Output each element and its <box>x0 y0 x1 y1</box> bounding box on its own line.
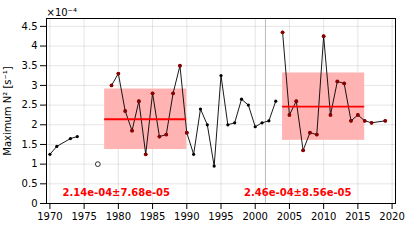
svg-text:1980: 1980 <box>106 211 131 222</box>
svg-text:×10⁻⁴: ×10⁻⁴ <box>47 7 77 18</box>
svg-text:0: 0 <box>31 198 37 209</box>
svg-text:2.14e-04±7.68e-05: 2.14e-04±7.68e-05 <box>63 187 170 198</box>
svg-text:1995: 1995 <box>208 211 233 222</box>
svg-text:1990: 1990 <box>174 211 199 222</box>
svg-text:2005: 2005 <box>277 211 302 222</box>
svg-text:2015: 2015 <box>345 211 370 222</box>
svg-text:1975: 1975 <box>71 211 96 222</box>
svg-text:1985: 1985 <box>140 211 165 222</box>
svg-text:2.46e-04±8.56e-05: 2.46e-04±8.56e-05 <box>244 187 351 198</box>
svg-text:3.5: 3.5 <box>22 60 38 71</box>
svg-text:2: 2 <box>31 119 37 130</box>
svg-text:2000: 2000 <box>242 211 267 222</box>
svg-text:4: 4 <box>31 40 37 51</box>
svg-text:1.5: 1.5 <box>22 139 38 150</box>
svg-text:2010: 2010 <box>311 211 336 222</box>
svg-text:4.5: 4.5 <box>22 21 38 32</box>
svg-text:2.5: 2.5 <box>22 99 38 110</box>
svg-text:1970: 1970 <box>37 211 62 222</box>
svg-text:3: 3 <box>31 80 37 91</box>
svg-text:0.5: 0.5 <box>22 178 38 189</box>
svg-text:1: 1 <box>31 158 37 169</box>
svg-text:Maximum N² [s⁻¹]: Maximum N² [s⁻¹] <box>2 66 13 156</box>
svg-text:2020: 2020 <box>379 211 404 222</box>
